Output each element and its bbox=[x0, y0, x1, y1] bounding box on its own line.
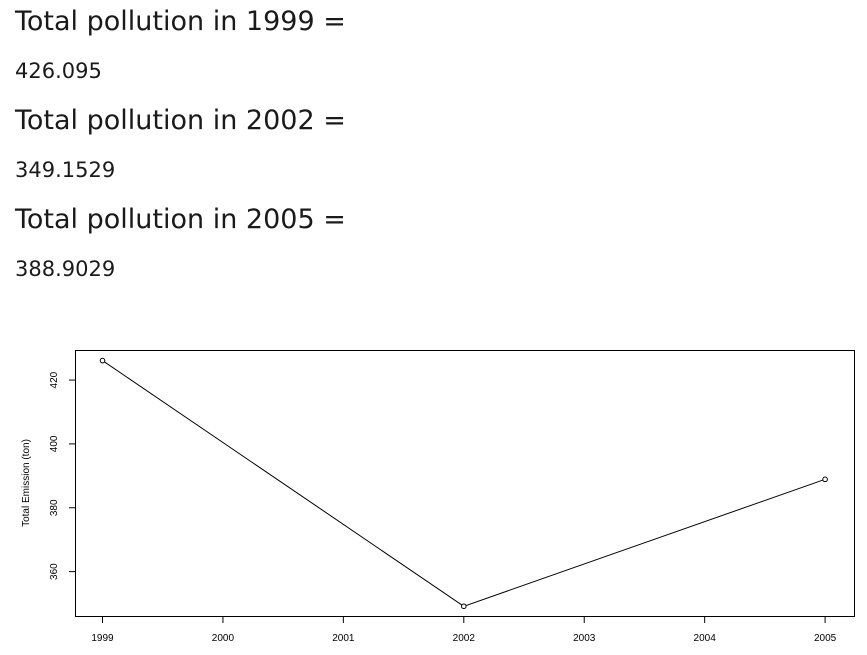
plot-frame bbox=[75, 350, 855, 617]
total-2005-heading: Total pollution in 2005 = bbox=[15, 204, 346, 235]
data-point-1999 bbox=[99, 357, 106, 364]
emission-line-chart: Total Emission (ton) 1999 2000 2001 2002 200… bbox=[21, 350, 855, 644]
x-tick-label-2001: 2001 bbox=[332, 633, 355, 644]
y-tick-label-400: 400 bbox=[49, 435, 60, 452]
x-tick-label-2004: 2004 bbox=[694, 633, 717, 644]
y-axis-label: Total Emission (ton) bbox=[21, 439, 32, 527]
series-group bbox=[99, 357, 828, 610]
y-tick-label-360: 360 bbox=[49, 563, 60, 580]
y-tick-label-380: 380 bbox=[49, 499, 60, 516]
series-line-0 bbox=[102, 360, 826, 607]
x-tick-label-2002: 2002 bbox=[453, 633, 476, 644]
total-2002-heading: Total pollution in 2002 = bbox=[15, 105, 346, 136]
total-1999-heading: Total pollution in 1999 = bbox=[15, 6, 346, 37]
total-2002-value: 349.1529 bbox=[15, 158, 116, 182]
data-point-2005 bbox=[822, 476, 828, 483]
x-axis: 1999 2000 2001 2002 2003 2004 2005 bbox=[91, 616, 837, 644]
total-2005-value: 388.9029 bbox=[15, 257, 116, 281]
total-1999-value: 426.095 bbox=[15, 59, 102, 83]
x-tick-label-2003: 2003 bbox=[573, 633, 596, 644]
x-tick-label-1999: 1999 bbox=[91, 633, 114, 644]
x-tick-label-2005: 2005 bbox=[814, 633, 837, 644]
data-point-2002 bbox=[460, 603, 467, 610]
x-tick-label-2000: 2000 bbox=[212, 633, 235, 644]
y-tick-label-420: 420 bbox=[49, 371, 60, 388]
y-axis: 360 380 400 420 bbox=[49, 371, 76, 580]
